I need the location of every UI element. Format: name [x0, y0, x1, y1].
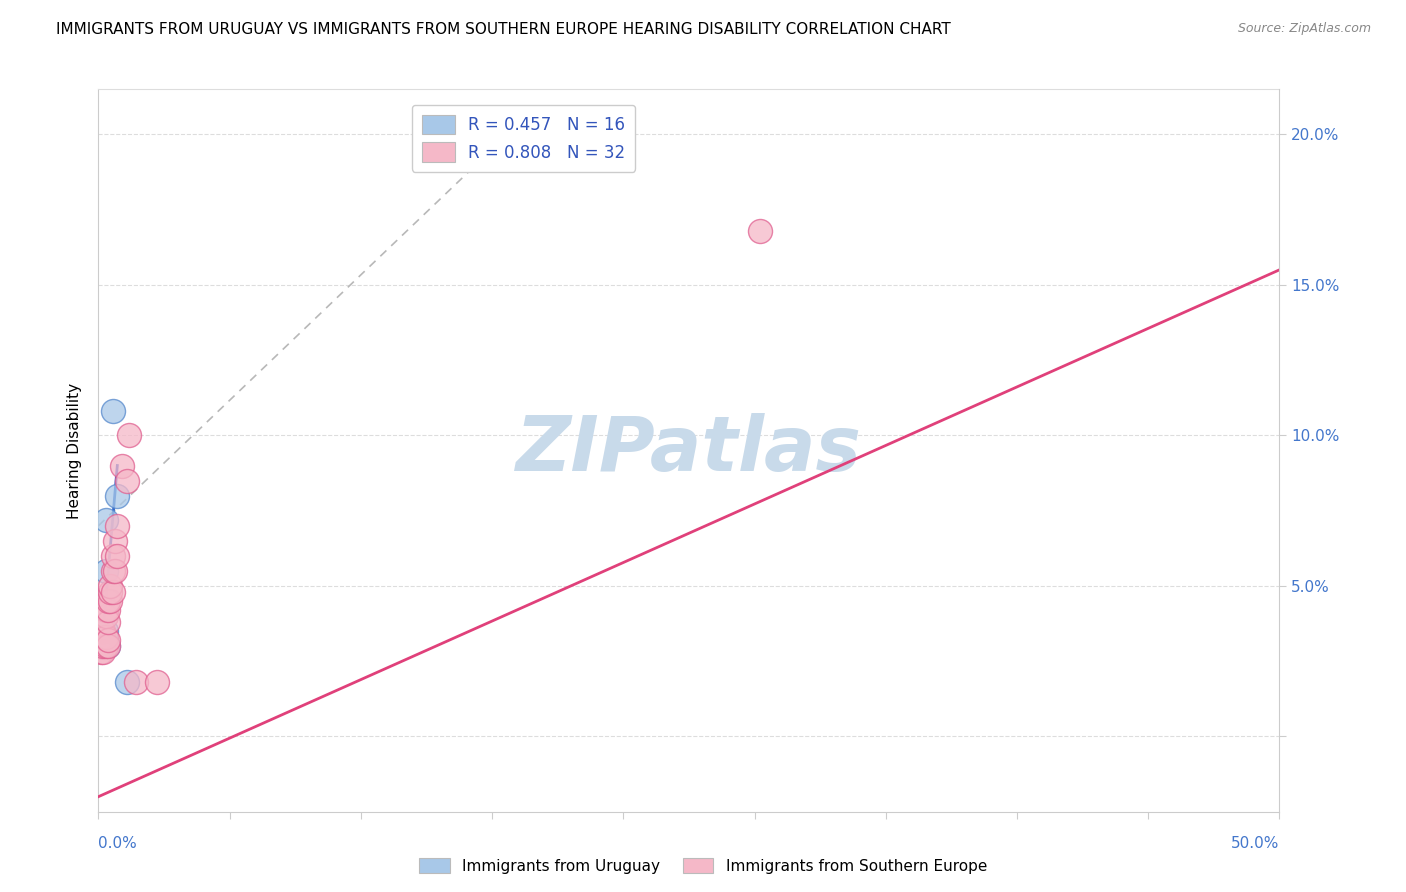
Point	[90, 645, 112, 659]
Legend: R = 0.457   N = 16, R = 0.808   N = 32: R = 0.457 N = 16, R = 0.808 N = 32	[412, 104, 636, 171]
Point	[90, 636, 112, 650]
Point	[94, 603, 117, 617]
Text: 50.0%: 50.0%	[1232, 836, 1279, 851]
Point	[115, 675, 138, 690]
Point	[90, 633, 112, 648]
Point	[115, 474, 138, 488]
Point	[97, 603, 120, 617]
Point	[94, 609, 117, 624]
Point	[90, 639, 112, 653]
Point	[91, 639, 114, 653]
Point	[97, 633, 120, 648]
Point	[94, 624, 117, 639]
Text: 0.0%: 0.0%	[98, 836, 138, 851]
Point	[97, 639, 120, 653]
Point	[94, 633, 117, 648]
Legend: Immigrants from Uruguay, Immigrants from Southern Europe: Immigrants from Uruguay, Immigrants from…	[413, 852, 993, 880]
Point	[97, 615, 120, 629]
Point	[97, 594, 120, 608]
Point	[146, 675, 169, 690]
Point	[104, 564, 127, 578]
Point	[94, 630, 117, 644]
Point	[91, 624, 114, 639]
Point	[105, 549, 128, 563]
Point	[105, 489, 128, 503]
Point	[94, 564, 117, 578]
Point	[91, 630, 114, 644]
Point	[101, 585, 124, 599]
Point	[748, 224, 770, 238]
Point	[94, 639, 117, 653]
Point	[90, 636, 112, 650]
Point	[118, 428, 141, 442]
Point	[111, 458, 134, 473]
Point	[125, 675, 148, 690]
Text: ZIPatlas: ZIPatlas	[516, 414, 862, 487]
Point	[91, 639, 114, 653]
Point	[97, 639, 120, 653]
Point	[105, 518, 128, 533]
Point	[91, 630, 114, 644]
Point	[101, 404, 124, 418]
Point	[98, 585, 121, 599]
Point	[98, 579, 121, 593]
Point	[98, 594, 121, 608]
Text: Source: ZipAtlas.com: Source: ZipAtlas.com	[1237, 22, 1371, 36]
Point	[91, 627, 114, 641]
Point	[101, 549, 124, 563]
Point	[94, 513, 117, 527]
Point	[104, 533, 127, 548]
Point	[91, 636, 114, 650]
Point	[101, 564, 124, 578]
Point	[90, 639, 112, 653]
Y-axis label: Hearing Disability: Hearing Disability	[67, 383, 83, 518]
Point	[91, 633, 114, 648]
Text: IMMIGRANTS FROM URUGUAY VS IMMIGRANTS FROM SOUTHERN EUROPE HEARING DISABILITY CO: IMMIGRANTS FROM URUGUAY VS IMMIGRANTS FR…	[56, 22, 950, 37]
Point	[91, 645, 114, 659]
